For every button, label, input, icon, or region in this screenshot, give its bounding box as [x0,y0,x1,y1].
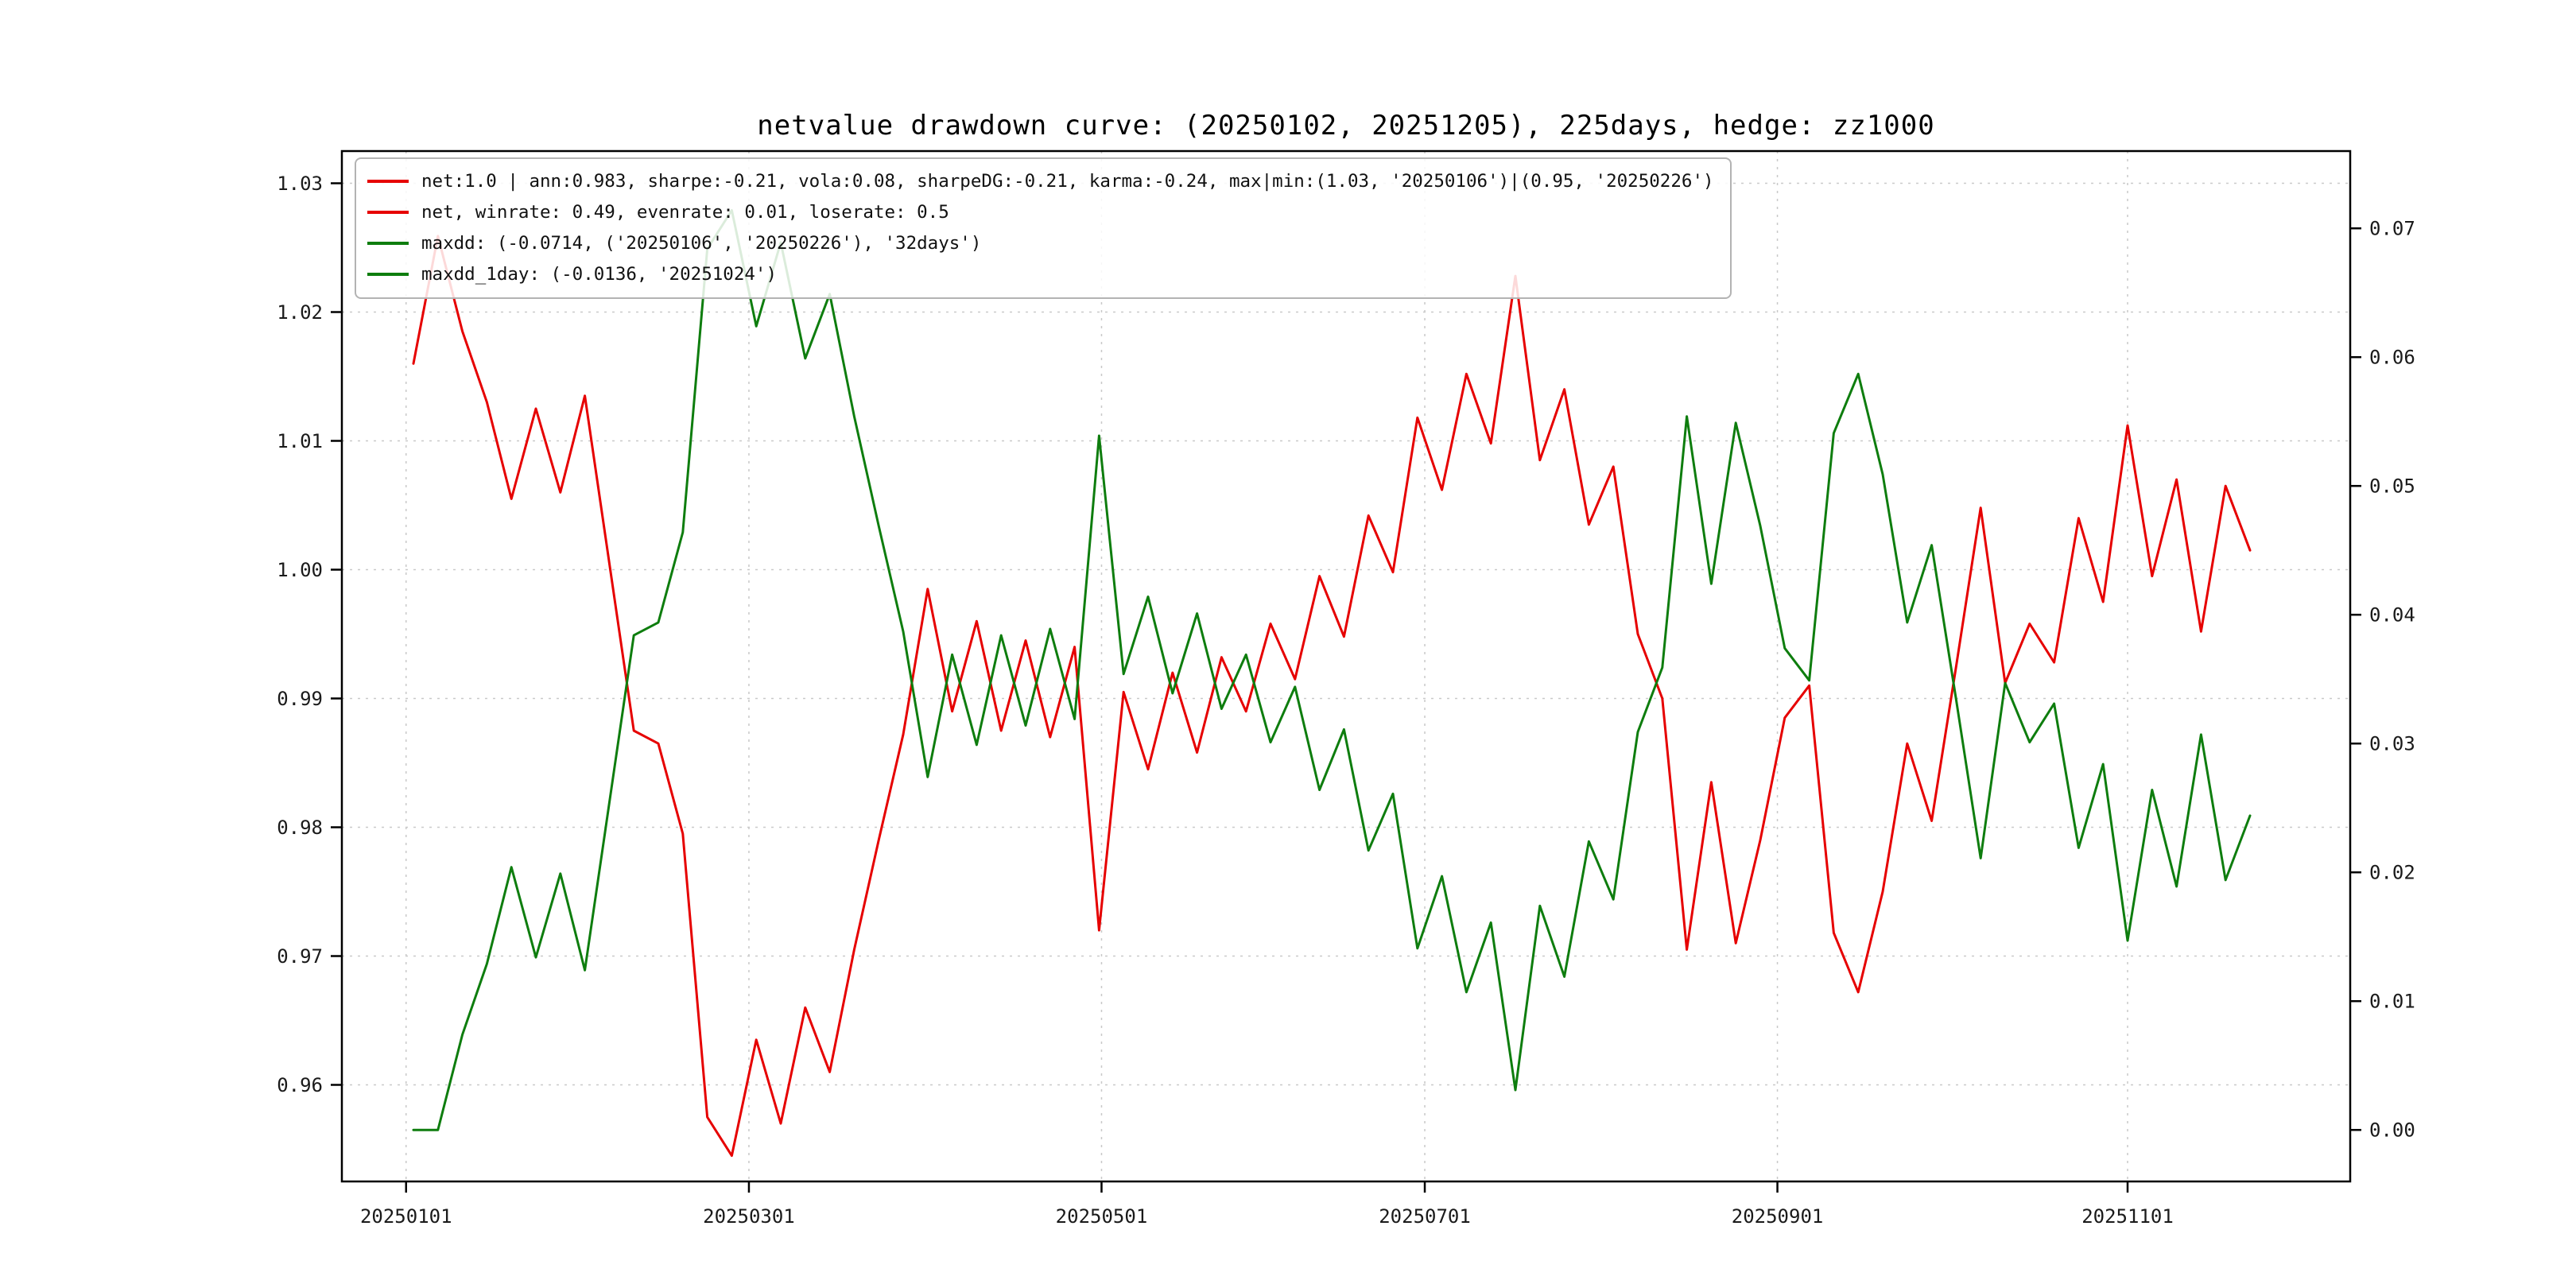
right-axis-tick-label: 0.03 [2369,733,2415,755]
x-axis-tick-label: 20251101 [2081,1205,2174,1228]
left-axis-tick-label: 0.97 [277,945,323,968]
legend-item-net-stats: net:1.0 | ann:0.983, sharpe:-0.21, vola:… [367,165,1714,196]
right-axis-tick-label: 0.05 [2369,475,2415,498]
right-axis-tick-label: 0.07 [2369,218,2415,240]
legend-label: net:1.0 | ann:0.983, sharpe:-0.21, vola:… [421,170,1714,192]
right-axis-tick-label: 0.02 [2369,862,2415,884]
plot-frame [340,149,2352,1183]
x-axis-tick-label: 20250101 [360,1205,452,1228]
left-axis-tick-label: 0.98 [277,817,323,839]
legend-label: maxdd_1day: (-0.0136, '20251024') [421,263,778,285]
net-line-swatch [367,210,409,214]
legend-label: net, winrate: 0.49, evenrate: 0.01, lose… [421,201,949,223]
left-axis-tick-label: 1.03 [277,173,323,195]
x-axis-tick-label: 20250901 [1732,1205,1824,1228]
legend-item-net-rates: net, winrate: 0.49, evenrate: 0.01, lose… [367,196,1714,227]
legend-label: maxdd: (-0.0714, ('20250106', '20250226'… [421,232,982,254]
legend: net:1.0 | ann:0.983, sharpe:-0.21, vola:… [355,157,1732,299]
right-axis-tick-label: 0.00 [2369,1119,2415,1142]
right-axis-tick-label: 0.01 [2369,991,2415,1013]
legend-item-maxdd-1day: maxdd_1day: (-0.0136, '20251024') [367,258,1714,289]
x-axis-tick-label: 20250501 [1056,1205,1148,1228]
drawdown-line-swatch [367,272,409,276]
left-axis-tick-label: 0.96 [277,1074,323,1096]
x-axis-tick-label: 20250701 [1379,1205,1471,1228]
net-line-swatch [367,179,409,183]
drawdown-line [412,209,2252,1131]
left-axis-tick-label: 1.01 [277,430,323,452]
net-line [412,235,2252,1158]
drawdown-line-swatch [367,241,409,245]
left-axis-tick-label: 1.02 [277,301,323,324]
right-axis-tick-label: 0.06 [2369,347,2415,369]
x-axis-tick-label: 20250301 [703,1205,795,1228]
right-axis-tick-label: 0.04 [2369,604,2415,627]
legend-item-maxdd: maxdd: (-0.0714, ('20250106', '20250226'… [367,227,1714,258]
chart-title: netvalue drawdown curve: (20250102, 2025… [757,110,1935,142]
left-axis-tick-label: 0.99 [277,688,323,710]
left-axis-tick-label: 1.00 [277,559,323,581]
